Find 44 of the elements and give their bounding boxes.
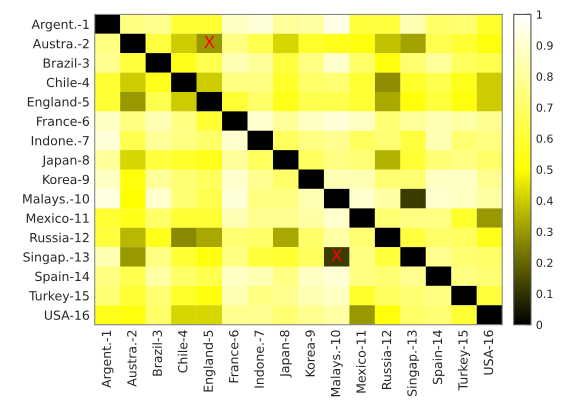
x-tick-label: Mexico-11 — [356, 330, 366, 393]
x-tick-label: Austra.-2 — [127, 330, 137, 387]
y-tick-label: Chile-4 — [46, 78, 90, 88]
x-tick-label: Turkey-15 — [458, 330, 470, 390]
color-bar-label: 0.9 — [536, 41, 553, 50]
x-tick-label: Russia-12 — [382, 330, 392, 389]
y-tick-label: Turkey-15 — [28, 290, 89, 303]
color-bar-label: 0.2 — [536, 258, 552, 268]
x-tick-label: England-5 — [203, 330, 216, 392]
x-tick-label: France-6 — [228, 330, 238, 382]
x-tick-label: Korea-9 — [305, 330, 315, 376]
color-bar-label: 1 — [537, 10, 542, 19]
data-label: X — [331, 249, 342, 262]
y-tick-label: Austra.-2 — [32, 38, 89, 48]
y-tick-label: Indone.-7 — [32, 136, 89, 146]
color-bar-label: 0.3 — [536, 228, 553, 236]
y-tick-label: Russia-12 — [30, 232, 89, 242]
color-bar-label: 0.7 — [536, 103, 553, 112]
y-tick-label: Korea-9 — [43, 174, 89, 184]
x-tick-label: Indone.-7 — [254, 330, 264, 388]
color-bar-label: 0.5 — [536, 166, 553, 174]
color-bar-label: 0 — [536, 320, 542, 330]
y-tick-label: USA-16 — [44, 310, 90, 320]
y-tick-label: France-6 — [37, 116, 90, 126]
color-bar-label: 0.6 — [536, 134, 553, 143]
x-tick-label: Japan-8 — [280, 330, 292, 378]
x-tick-label: Singap.-13 — [407, 330, 420, 396]
color-bar-label: 0.8 — [536, 72, 553, 81]
y-tick-label: Singap.-13 — [23, 252, 89, 264]
y-tick-label: Japan-8 — [42, 155, 89, 168]
x-tick-label: Chile-4 — [178, 330, 188, 373]
y-tick-label: England-5 — [28, 96, 89, 110]
x-tick-label: USA-16 — [484, 330, 494, 374]
y-tick-label: Brazil-3 — [44, 58, 89, 68]
y-tick-label: Mexico-11 — [26, 213, 89, 223]
y-tick-label: Argent.-1 — [32, 20, 89, 32]
x-tick-label: Brazil-3 — [152, 330, 162, 376]
x-tick-label: Spain-14 — [432, 330, 445, 384]
color-bar-label: 0.1 — [536, 290, 552, 298]
color-bar-label: 0.4 — [536, 196, 553, 205]
x-tick-label: Malays.-10 — [330, 330, 343, 396]
y-tick-label: Spain-14 — [35, 271, 90, 284]
y-tick-label: Malays.-10 — [23, 194, 90, 206]
data-label: X — [204, 36, 215, 48]
